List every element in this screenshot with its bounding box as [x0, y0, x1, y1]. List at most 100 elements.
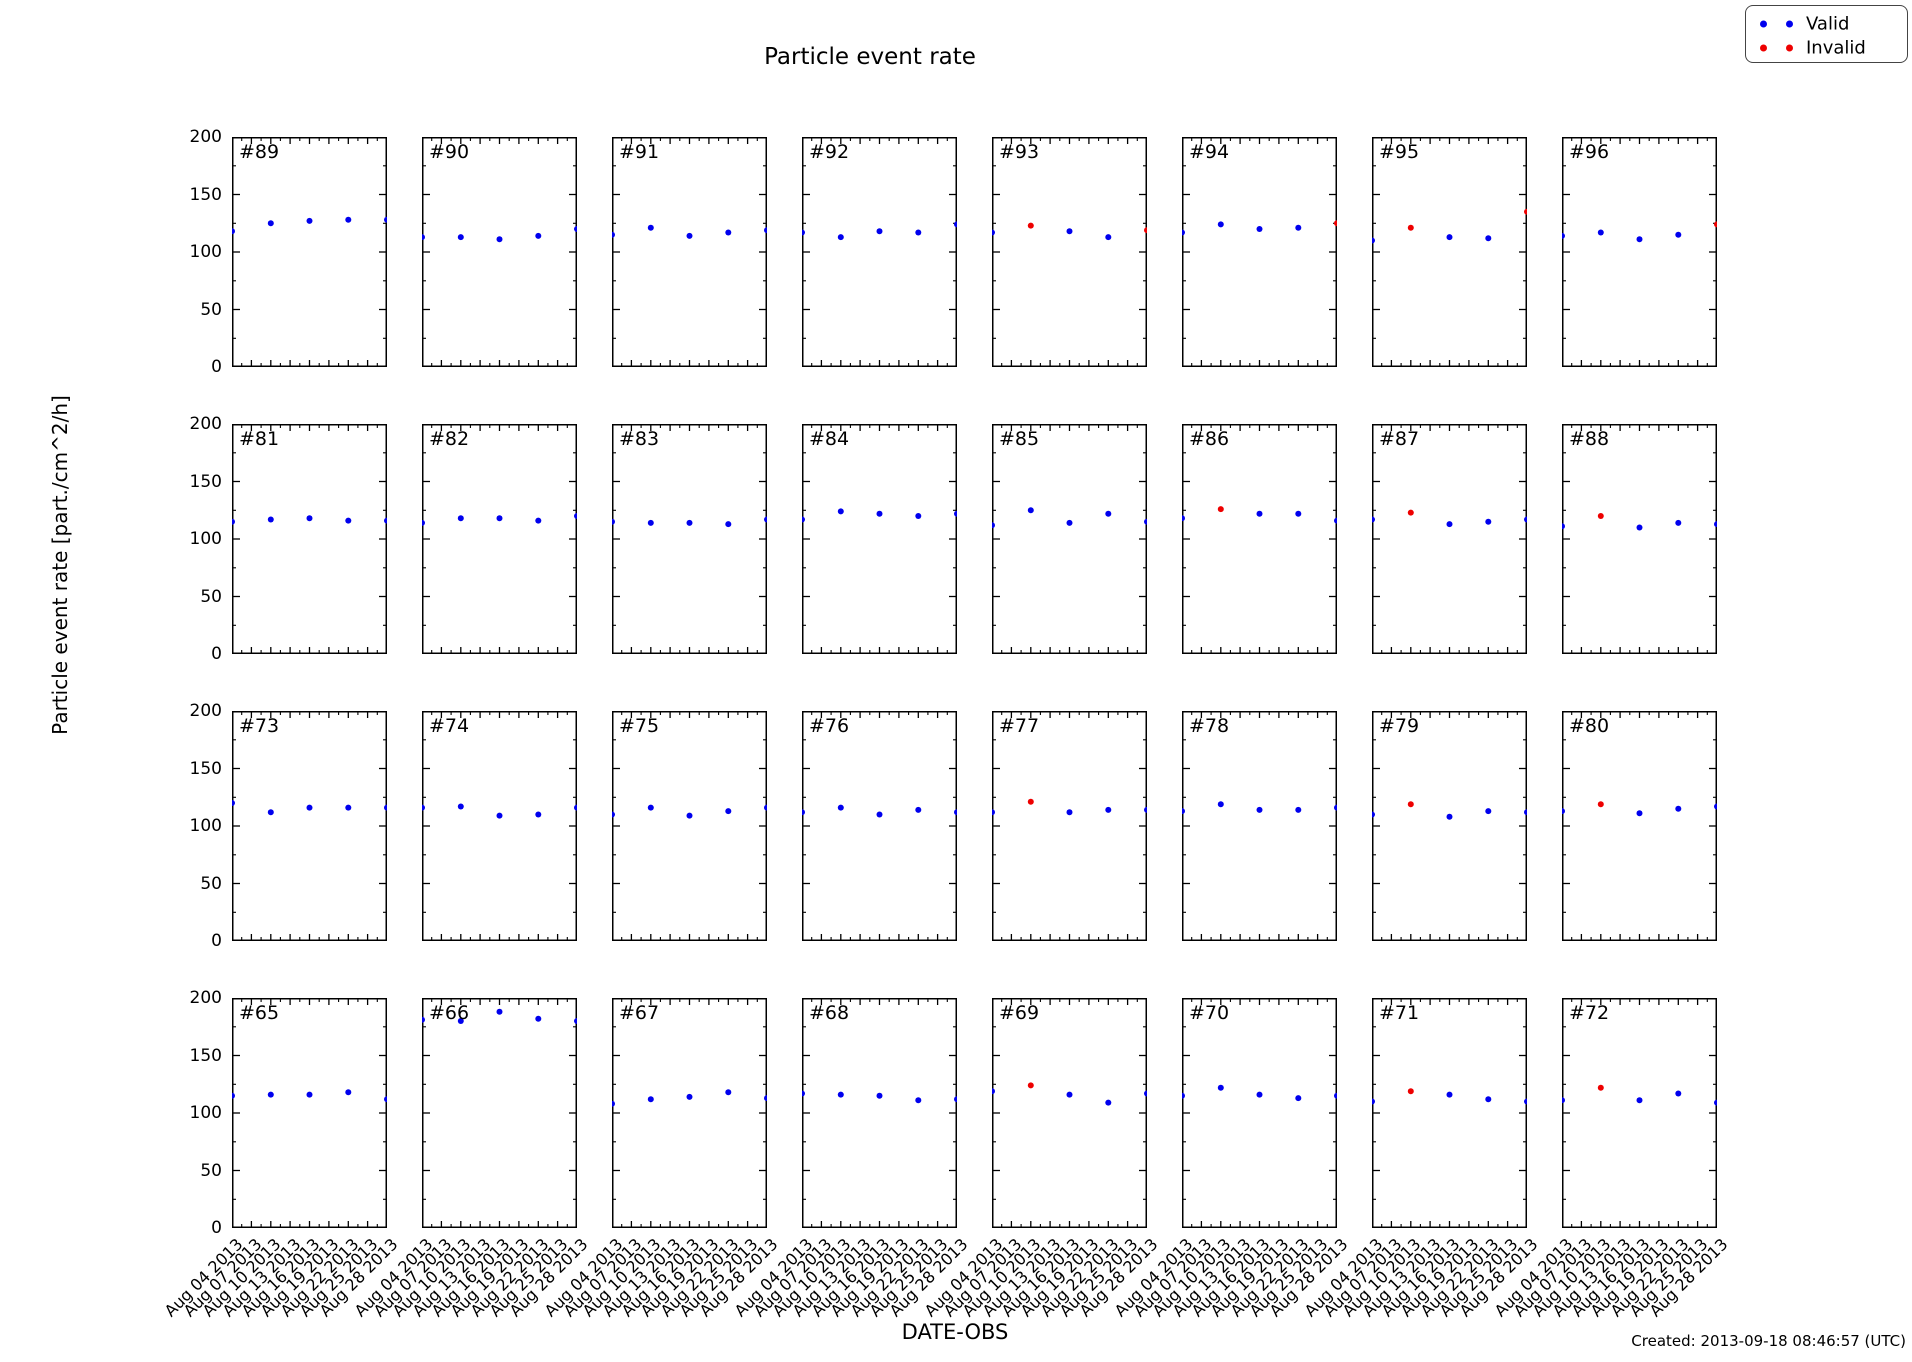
data-point-valid	[647, 519, 654, 526]
plot-area	[612, 424, 767, 654]
plot-area	[1562, 711, 1717, 941]
data-point-valid	[1256, 1091, 1263, 1098]
data-point-valid	[535, 1015, 542, 1022]
legend-entry-invalid: Invalid	[1746, 36, 1907, 60]
data-point-valid	[837, 1091, 844, 1098]
plot-area	[992, 998, 1147, 1228]
data-point-valid	[306, 1091, 313, 1098]
data-point-valid	[647, 1096, 654, 1103]
plot-area	[232, 424, 387, 654]
invalid-dot-icon	[1760, 44, 1767, 52]
data-point-valid	[574, 804, 577, 811]
chart-title: Particle event rate	[764, 44, 976, 70]
data-point-valid	[1182, 808, 1185, 815]
data-point-valid	[1446, 813, 1453, 820]
valid-dot-icon	[1786, 20, 1793, 28]
subplot-panel-95: #95	[1372, 137, 1527, 367]
subplot-id-label: #95	[1379, 141, 1420, 163]
data-point-valid	[1524, 1098, 1527, 1105]
y-tick-label: 200	[189, 701, 222, 721]
legend: Valid Invalid	[1745, 5, 1908, 63]
plot-area	[1182, 424, 1337, 654]
data-point-valid	[574, 1018, 577, 1024]
subplot-panel-67: #67	[612, 998, 767, 1228]
data-point-valid	[1217, 801, 1224, 808]
subplot-panel-96: #96	[1562, 137, 1717, 367]
data-point-invalid	[1407, 509, 1414, 516]
data-point-valid	[574, 513, 577, 519]
y-tick-label: 50	[200, 1160, 222, 1181]
data-point-valid	[306, 515, 313, 522]
data-point-valid	[1675, 519, 1682, 526]
data-point-valid	[954, 1096, 957, 1103]
subplot-id-label: #74	[429, 715, 470, 737]
data-point-valid	[535, 232, 542, 239]
subplot-panel-91: #91	[612, 137, 767, 367]
data-point-invalid	[1334, 220, 1337, 227]
subplot-id-label: #82	[429, 428, 470, 450]
y-tick-label: 0	[211, 644, 222, 664]
data-point-valid	[267, 220, 274, 227]
data-point-valid	[915, 513, 922, 519]
data-point-valid	[876, 510, 883, 517]
data-point-valid	[1562, 1097, 1565, 1104]
data-point-valid	[384, 804, 387, 811]
legend-entry-valid: Valid	[1746, 12, 1907, 36]
data-point-invalid	[1597, 1084, 1604, 1091]
plot-area	[1372, 711, 1527, 941]
data-point-valid	[725, 521, 732, 528]
subplot-id-label: #88	[1569, 428, 1610, 450]
y-tick-label: 150	[189, 184, 222, 205]
y-tick-label: 100	[189, 242, 222, 262]
data-point-valid	[802, 809, 805, 816]
subplot-id-label: #90	[429, 141, 470, 163]
data-point-valid	[1485, 235, 1492, 242]
data-point-valid	[496, 236, 503, 243]
data-point-valid	[876, 1092, 883, 1099]
data-point-valid	[1066, 228, 1073, 235]
data-point-valid	[764, 516, 767, 523]
data-point-valid	[992, 809, 995, 816]
data-point-valid	[345, 1089, 352, 1096]
subplot-id-label: #87	[1379, 428, 1420, 450]
y-tick-label: 50	[200, 586, 222, 607]
data-point-valid	[1334, 804, 1337, 811]
data-point-valid	[612, 1100, 615, 1107]
y-tick-label: 100	[189, 529, 222, 549]
data-point-valid	[686, 812, 693, 819]
data-point-valid	[345, 804, 352, 811]
subplot-panel-80: #80	[1562, 711, 1717, 941]
data-point-valid	[1334, 1092, 1337, 1099]
data-point-valid	[1714, 521, 1717, 528]
y-tick-label: 100	[189, 816, 222, 836]
subplot-panel-82: #82	[422, 424, 577, 654]
data-point-valid	[954, 510, 957, 517]
data-point-valid	[1105, 234, 1112, 241]
y-tick-label: 150	[189, 758, 222, 779]
data-point-valid	[306, 217, 313, 224]
data-point-valid	[992, 229, 995, 236]
data-point-valid	[1714, 803, 1717, 810]
data-point-valid	[1524, 809, 1527, 816]
x-axis-label: DATE-OBS	[901, 1320, 1009, 1344]
data-point-valid	[1105, 806, 1112, 813]
data-point-valid	[725, 1089, 732, 1096]
data-point-valid	[686, 519, 693, 526]
data-point-valid	[1524, 516, 1527, 523]
data-point-invalid	[1407, 1088, 1414, 1095]
data-point-valid	[802, 1090, 805, 1097]
data-point-valid	[837, 508, 844, 515]
subplot-id-label: #91	[619, 141, 660, 163]
data-point-valid	[612, 231, 615, 238]
plot-area	[1562, 424, 1717, 654]
subplot-id-label: #79	[1379, 715, 1420, 737]
data-point-valid	[1256, 226, 1263, 232]
plot-area	[1372, 424, 1527, 654]
plot-area	[992, 424, 1147, 654]
y-tick-label: 200	[189, 988, 222, 1008]
data-point-valid	[422, 519, 425, 526]
data-point-valid	[686, 232, 693, 239]
data-point-valid	[1485, 1096, 1492, 1103]
data-point-valid	[496, 515, 503, 522]
